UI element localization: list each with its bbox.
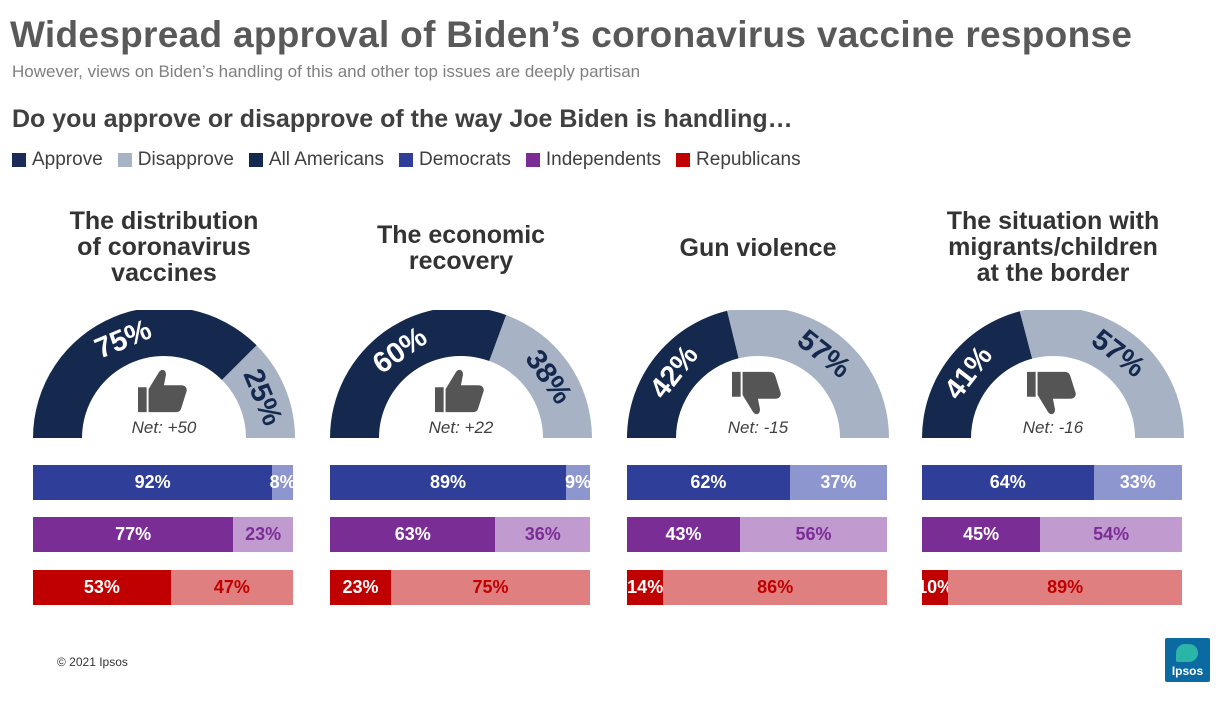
legend-swatch [676,153,691,167]
legend-item: Independents [525,149,662,171]
approval-gauge: 41% 57% [922,310,1184,438]
net-score: Net: -16 [1022,418,1084,437]
disapprove-segment: 86% [663,570,887,605]
legend-swatch [399,153,413,167]
legend-item: Disapprove [117,149,234,171]
legend-label: Democrats [419,149,511,170]
legend-swatch [248,153,263,167]
gauge-approve-arc [627,310,739,438]
group-bar-republicans: 14% 86% [627,570,887,605]
approve-segment: 53% [33,570,171,605]
group-bar-democrats: 92% 8% [33,465,296,500]
issue-panel: The economic recovery 60% 38% Net: +22 89% 9% 6… [330,200,592,610]
approve-segment: 43% [627,517,740,552]
legend-label: Independents [545,149,662,170]
chart-title: Widespread approval of Biden’s coronavir… [10,14,1133,55]
group-bar-democrats: 62% 37% [627,465,887,500]
issue-title: Gun violence [679,234,837,262]
gauge-disapprove-arc [1019,310,1184,438]
survey-question: Do you approve or disapprove of the way … [12,105,793,133]
approve-segment: 62% [627,465,790,500]
chart-subtitle: However, views on Biden’s handling of th… [12,62,641,81]
disapprove-segment: 47% [170,570,293,605]
disapprove-segment: 75% [391,570,590,605]
group-bar-democrats: 89% 9% [330,465,591,500]
net-score: Net: +22 [428,418,494,437]
issue-panel: Gun violence 42% 57% Net: -15 62% 37% 43% 56% 14… [627,200,889,610]
disapprove-segment: 9% [565,465,591,500]
group-bar-independents: 43% 56% [627,517,887,552]
legend-item: Approve [12,149,103,171]
group-bar-independents: 63% 36% [330,517,590,552]
gauge-approve-arc [330,310,507,438]
approval-gauge: 75%25% [33,310,295,438]
approve-segment: 64% [922,465,1094,500]
ipsos-logo: Ipsos [1165,638,1210,682]
copyright-footer: © 2021 Ipsos [57,655,128,669]
net-score: Net: -15 [727,418,789,437]
approve-segment: 77% [33,517,234,552]
group-bar-republicans: 53% 47% [33,570,293,605]
issue-panel: The distribution of coronavirus vaccines 75… [33,200,296,610]
legend-label: Disapprove [137,149,234,170]
approve-segment: 63% [330,517,496,552]
disapprove-segment: 37% [789,465,887,500]
issue-title: The distribution of coronavirus vaccines [69,207,259,287]
gauge-disapprove-arc [221,345,295,438]
thumbs-up-icon [138,369,187,413]
disapprove-segment: 33% [1093,465,1182,500]
approve-segment: 14% [627,570,664,605]
approve-segment: 10% [917,570,953,605]
approve-segment: 23% [330,570,392,605]
legend-item: Democrats [399,149,511,171]
legend-label: Approve [32,149,103,170]
issue-panel: The situation with migrants/children at th… [917,200,1184,610]
group-bar-republicans: 23% 75% [330,570,590,605]
group-bar-independents: 45% 54% [922,517,1182,552]
thumbs-up-icon [435,369,484,413]
group-bar-democrats: 64% 33% [922,465,1182,500]
disapprove-segment: 36% [495,517,590,552]
disapprove-segment: 89% [948,570,1182,605]
legend-swatch [525,153,540,167]
approval-gauge: 60% 38% [330,310,592,438]
thumbs-down-icon [732,371,781,415]
approval-gauge: 42% 57% [627,310,889,438]
gauge-disapprove-arc [489,315,592,438]
approve-segment: 92% [33,465,273,500]
legend-swatch [12,153,26,167]
legend-label: All Americans [268,149,384,170]
gauge-approve-arc [922,311,1033,438]
issue-title: The economic recovery [376,221,546,275]
legend-item: Republicans [676,149,801,171]
approve-segment: 45% [922,517,1041,552]
disapprove-segment: 56% [739,517,887,552]
disapprove-segment: 23% [233,517,293,552]
logo-mark [1176,644,1198,662]
legend-label: Republicans [696,149,801,170]
gauge-disapprove-arc [727,310,889,438]
issue-title: The situation with migrants/children at th… [946,207,1160,287]
group-bar-republicans: 10% 89% [917,570,1182,605]
group-bar-independents: 77% 23% [33,517,293,552]
gauge-approve-arc [33,310,257,438]
thumbs-down-icon [1027,371,1076,415]
legend-item: All Americans [248,149,384,171]
disapprove-segment: 54% [1040,517,1182,552]
legend: Approve Disapprove All Americans Democrats I… [12,149,816,171]
disapprove-segment: 8% [270,465,296,500]
logo-text: Ipsos [1171,664,1204,678]
net-score: Net: +50 [131,418,197,437]
legend-swatch [117,153,132,167]
approve-segment: 89% [330,465,567,500]
